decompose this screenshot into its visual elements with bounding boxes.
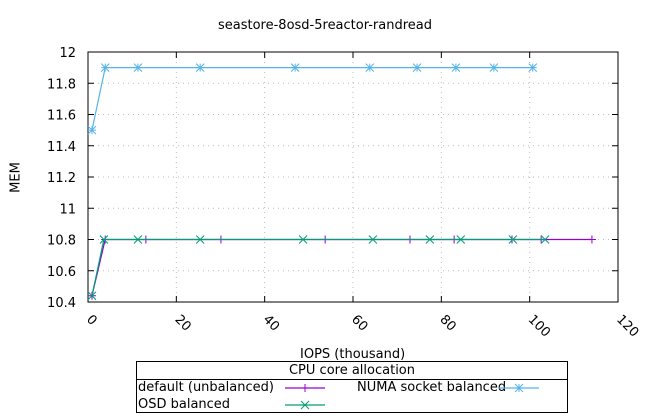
legend-label-default: default (unbalanced) bbox=[138, 380, 274, 395]
svg-text:40: 40 bbox=[260, 312, 282, 334]
grid-lines bbox=[88, 52, 618, 302]
series-0 bbox=[87, 235, 596, 300]
tick-labels: 0 20 40 60 80 100 120 10.4 10.6 10.8 11 11.2 11.4 11.… bbox=[47, 46, 641, 340]
svg-text:80: 80 bbox=[437, 312, 459, 334]
data-series bbox=[87, 63, 596, 301]
y-axis-label: MEM bbox=[8, 162, 24, 193]
svg-text:11.8: 11.8 bbox=[47, 77, 76, 92]
svg-text:11.6: 11.6 bbox=[47, 109, 76, 124]
axes bbox=[87, 51, 619, 303]
x-axis-label: IOPS (thousand) bbox=[300, 347, 406, 362]
svg-text:12: 12 bbox=[59, 46, 76, 61]
svg-text:11.2: 11.2 bbox=[47, 171, 76, 186]
series-2 bbox=[87, 63, 538, 135]
svg-text:100: 100 bbox=[525, 312, 553, 340]
legend-label-osd-balanced: OSD balanced bbox=[138, 397, 231, 412]
svg-text:60: 60 bbox=[348, 312, 370, 334]
svg-text:11.4: 11.4 bbox=[47, 140, 76, 155]
series-1 bbox=[87, 235, 550, 301]
svg-text:10.8: 10.8 bbox=[47, 234, 76, 249]
svg-text:120: 120 bbox=[613, 312, 641, 340]
svg-text:0: 0 bbox=[83, 312, 99, 328]
svg-text:11: 11 bbox=[59, 202, 76, 217]
svg-text:10.4: 10.4 bbox=[47, 296, 76, 311]
legend: CPU core allocation default (unbalanced)… bbox=[136, 361, 568, 413]
legend-label-numa: NUMA socket balanced bbox=[357, 380, 507, 395]
legend-title: CPU core allocation bbox=[137, 363, 567, 380]
svg-text:20: 20 bbox=[172, 312, 194, 334]
chart-title: seastore-8osd-5reactor-randread bbox=[217, 18, 433, 33]
legend-swatches bbox=[285, 383, 539, 410]
svg-text:10.6: 10.6 bbox=[47, 265, 76, 280]
